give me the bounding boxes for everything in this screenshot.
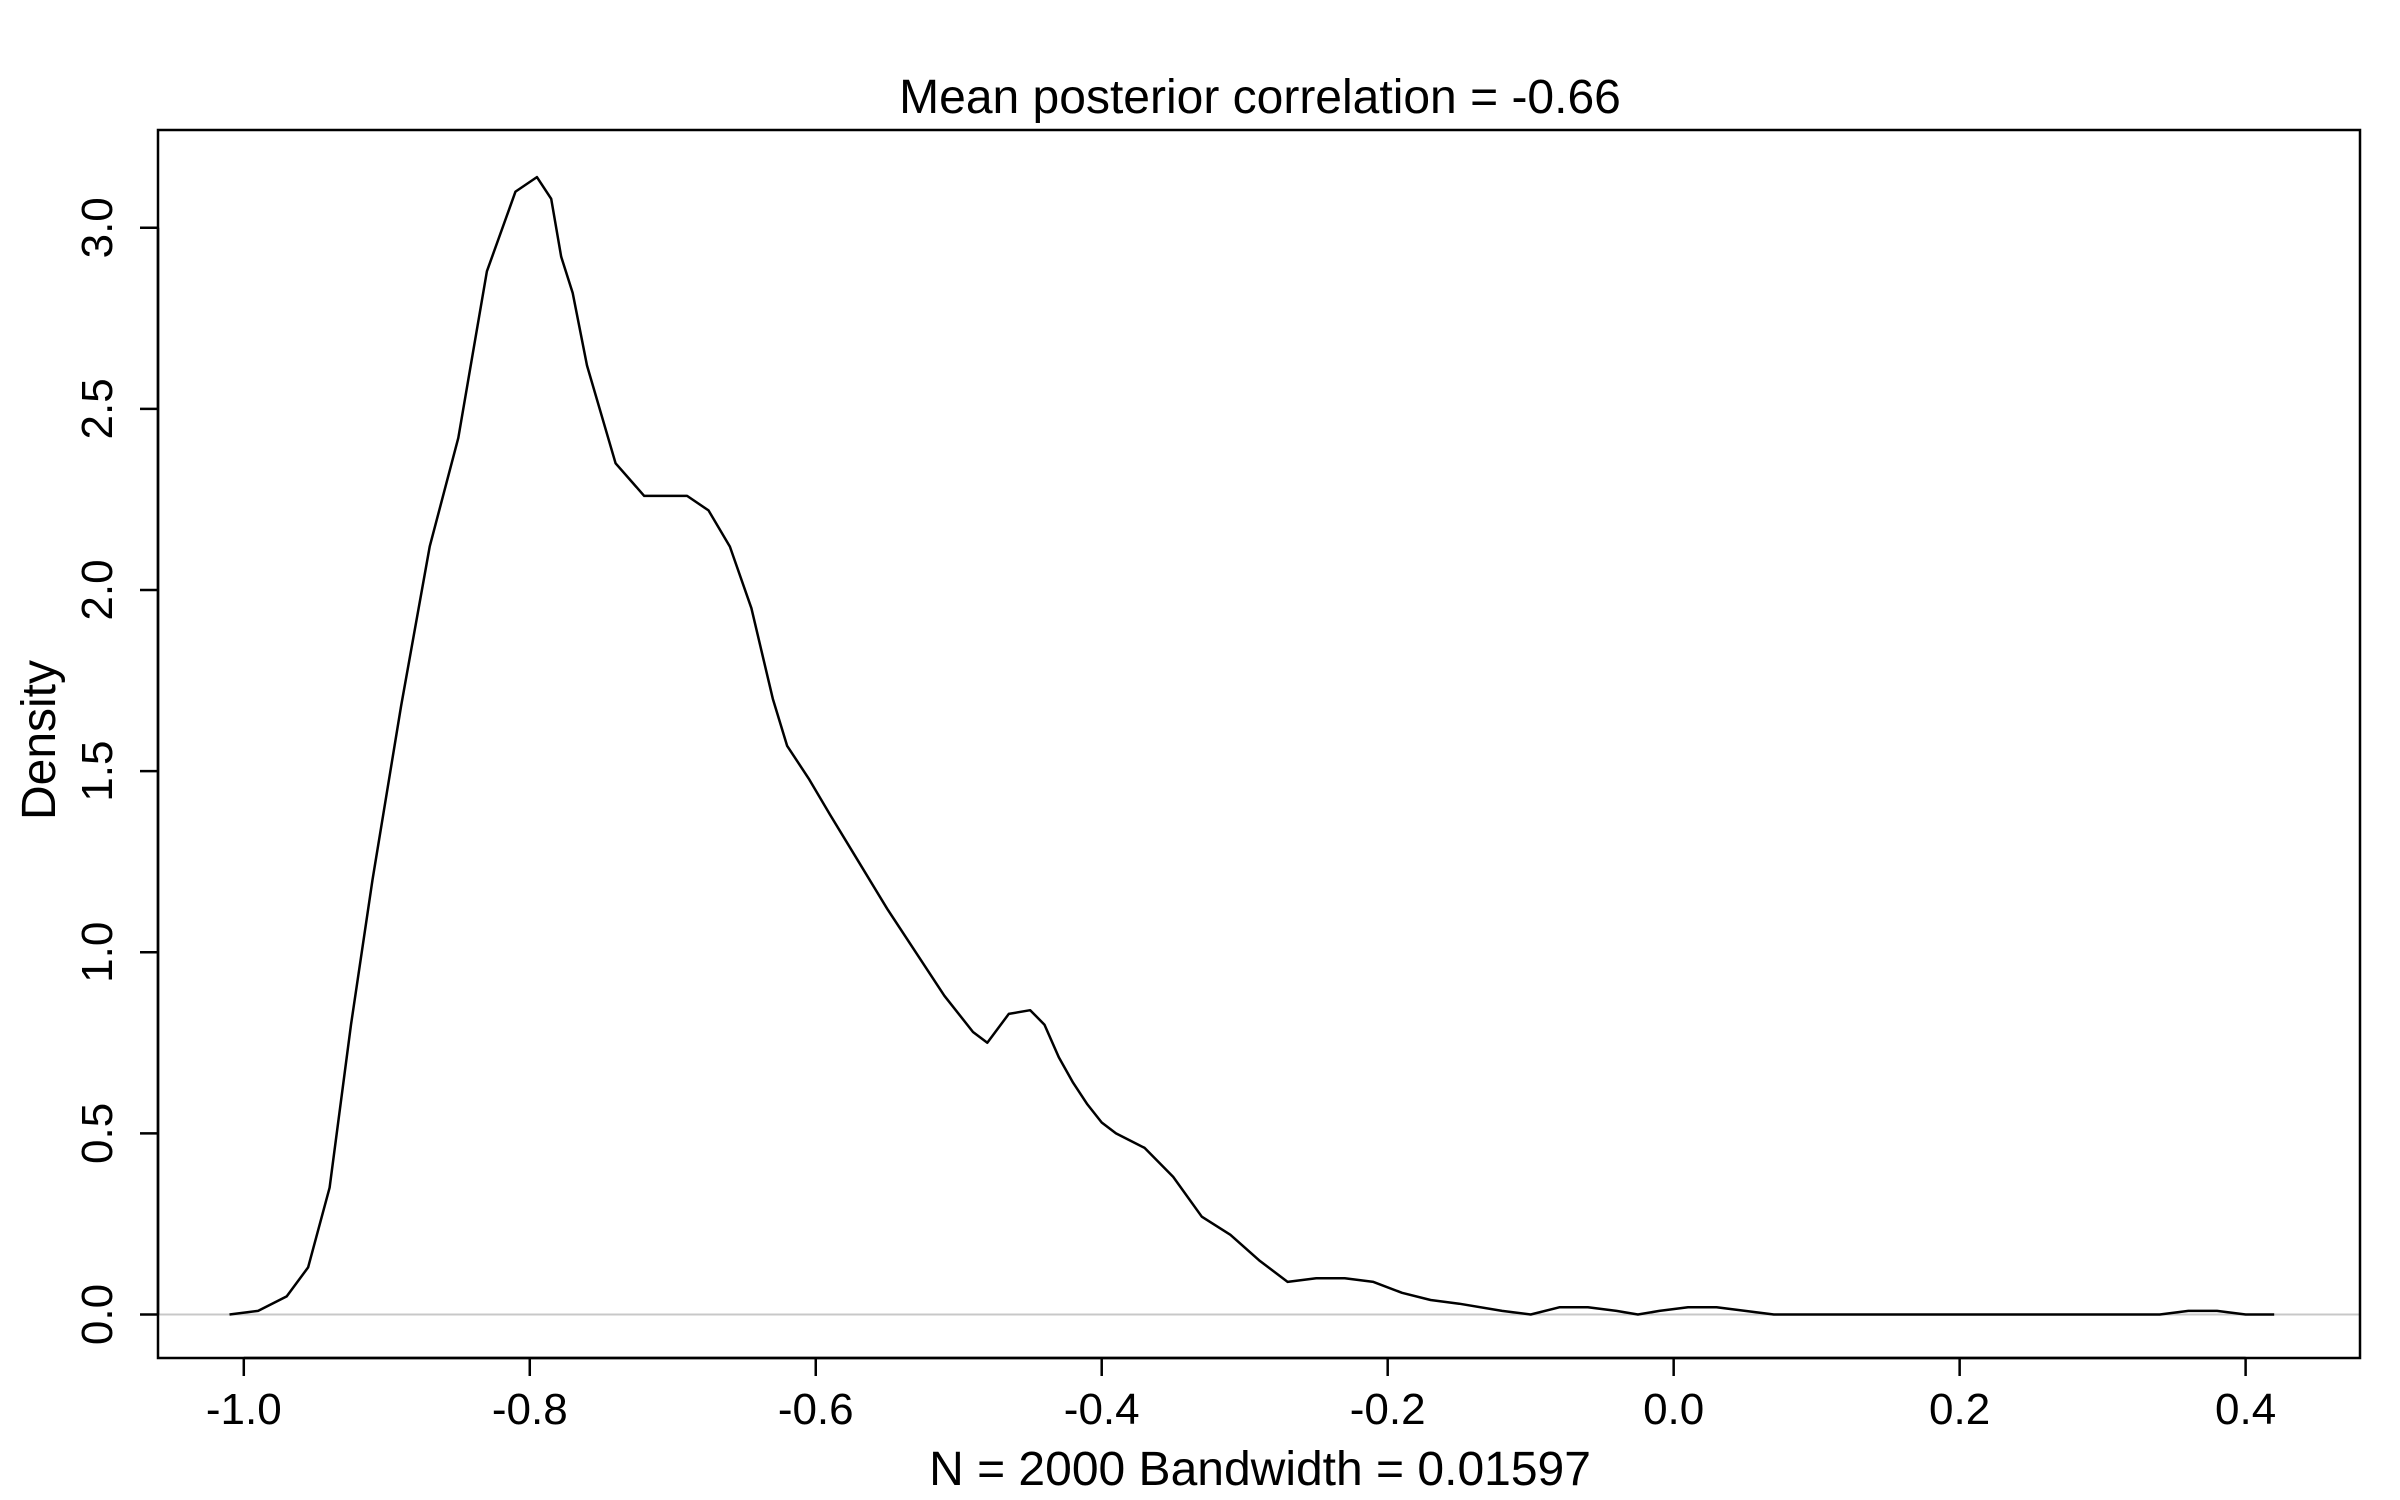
x-tick-label: 0.2: [1929, 1385, 1990, 1434]
density-curve: [229, 175, 2275, 1316]
x-tick-label: -0.6: [778, 1385, 854, 1434]
y-tick-label: 3.0: [73, 197, 122, 258]
y-axis: 0.0 0.5 1.0 1.5 2.0 2.5 3.0: [73, 197, 160, 1345]
x-tick-label: -0.4: [1064, 1385, 1140, 1434]
x-axis: -1.0 -0.8 -0.6 -0.4 -0.2 0.0 0.2 0.4: [206, 1356, 2276, 1434]
y-axis-label: Density: [13, 660, 66, 820]
y-tick-label: 0.5: [73, 1103, 122, 1164]
chart-title: Mean posterior correlation = -0.66: [899, 71, 1621, 124]
y-tick-label: 0.0: [73, 1284, 122, 1345]
x-tick-label: -0.2: [1350, 1385, 1426, 1434]
x-tick-label: 0.0: [1643, 1385, 1704, 1434]
x-tick-label: -1.0: [206, 1385, 282, 1434]
y-tick-label: 1.0: [73, 922, 122, 983]
x-tick-label: 0.4: [2215, 1385, 2276, 1434]
x-tick-label: -0.8: [492, 1385, 568, 1434]
x-axis-label: N = 2000 Bandwidth = 0.01597: [929, 1443, 1591, 1496]
plot-frame: [156, 128, 2362, 1360]
y-tick-label: 2.0: [73, 559, 122, 620]
y-tick-label: 1.5: [73, 741, 122, 802]
y-tick-label: 2.5: [73, 378, 122, 439]
